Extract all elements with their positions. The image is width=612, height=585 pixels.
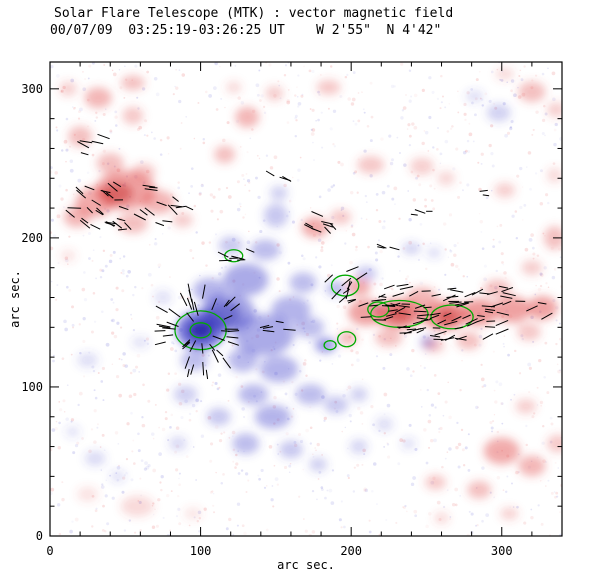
y-tick-label: 0	[36, 529, 43, 543]
field-contours	[174, 249, 474, 351]
x-tick-label: 100	[190, 544, 212, 558]
x-tick-label: 300	[491, 544, 513, 558]
y-tick-label: 200	[21, 231, 43, 245]
x-axis-title: arc sec.	[277, 558, 335, 572]
polarity-blobs	[59, 67, 562, 525]
y-tick-label: 100	[21, 380, 43, 394]
figure-subtitle: 00/07/09 03:25:19-03:26:25 UT W 2'55" N …	[50, 23, 442, 38]
figure-title: Solar Flare Telescope (MTK) : vector mag…	[54, 6, 454, 21]
noise-layer	[50, 62, 562, 536]
x-tick-label: 0	[46, 544, 53, 558]
y-axis-title: arc sec.	[8, 270, 22, 328]
x-tick-label: 200	[340, 544, 362, 558]
axes: 0 100 200 300 0 100 200 300	[21, 61, 563, 558]
vector-field	[65, 133, 553, 380]
y-tick-label: 300	[21, 82, 43, 96]
